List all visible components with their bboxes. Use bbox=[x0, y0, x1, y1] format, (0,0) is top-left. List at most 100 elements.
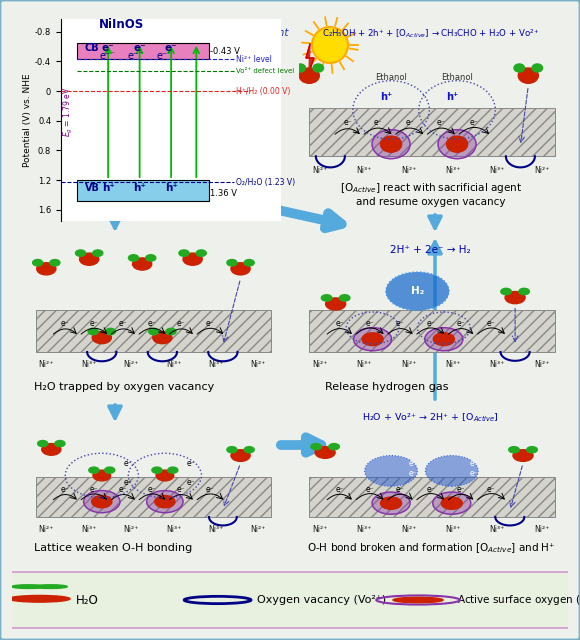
Circle shape bbox=[155, 495, 175, 508]
Text: Visible light: Visible light bbox=[228, 28, 288, 38]
Circle shape bbox=[386, 272, 449, 310]
Circle shape bbox=[42, 444, 61, 455]
Text: Ethanol: Ethanol bbox=[441, 73, 473, 82]
Text: ⁻: ⁻ bbox=[166, 51, 171, 57]
Text: e⁻: e⁻ bbox=[335, 319, 344, 328]
Circle shape bbox=[532, 64, 543, 72]
Circle shape bbox=[505, 292, 525, 304]
Text: e⁻: e⁻ bbox=[343, 118, 352, 127]
Text: e⁻: e⁻ bbox=[102, 44, 114, 54]
Text: e⁻: e⁻ bbox=[148, 485, 157, 494]
Text: Ni²⁺: Ni²⁺ bbox=[534, 360, 549, 369]
Text: Ni²⁺: Ni²⁺ bbox=[401, 360, 416, 369]
Text: e⁻: e⁻ bbox=[206, 319, 215, 328]
Text: Ni³⁺: Ni³⁺ bbox=[208, 360, 223, 369]
Text: H₂O + Vo²⁺ → 2H⁺ + [O$_{Active}$]: H₂O + Vo²⁺ → 2H⁺ + [O$_{Active}$] bbox=[362, 411, 499, 424]
Bar bbox=[309, 477, 554, 517]
Text: Ni²⁺: Ni²⁺ bbox=[312, 525, 328, 534]
Circle shape bbox=[501, 288, 512, 294]
Text: Ni²⁺: Ni²⁺ bbox=[39, 360, 54, 369]
Text: e⁻: e⁻ bbox=[470, 118, 478, 127]
Circle shape bbox=[312, 27, 348, 63]
Text: H₂O trapped by oxygen vacancy: H₂O trapped by oxygen vacancy bbox=[34, 382, 214, 392]
Text: e⁻: e⁻ bbox=[396, 319, 405, 328]
Text: Ni²⁺ level: Ni²⁺ level bbox=[235, 55, 271, 64]
Circle shape bbox=[393, 597, 443, 603]
Circle shape bbox=[354, 328, 392, 351]
Text: e⁻: e⁻ bbox=[470, 459, 478, 468]
Circle shape bbox=[372, 130, 410, 159]
Text: e⁻: e⁻ bbox=[124, 460, 132, 468]
Text: e⁻: e⁻ bbox=[426, 485, 435, 494]
Text: O-H bond broken and formation [O$_{Active}$] and H⁺: O-H bond broken and formation [O$_{Activ… bbox=[307, 541, 555, 555]
Text: e⁻: e⁻ bbox=[90, 485, 99, 494]
Text: Ni²⁺: Ni²⁺ bbox=[401, 525, 416, 534]
Circle shape bbox=[88, 328, 98, 335]
Text: e⁻: e⁻ bbox=[187, 460, 195, 468]
Text: H⁺/H₂ (0.00 V): H⁺/H₂ (0.00 V) bbox=[235, 86, 290, 95]
Text: Ni³⁺: Ni³⁺ bbox=[166, 525, 181, 534]
Circle shape bbox=[38, 440, 48, 447]
Text: Ni³⁺: Ni³⁺ bbox=[166, 360, 181, 369]
Text: 2H⁺ + 2e⁻ → H₂: 2H⁺ + 2e⁻ → H₂ bbox=[390, 244, 471, 255]
Text: Ni²⁺: Ni²⁺ bbox=[124, 525, 139, 534]
Circle shape bbox=[179, 250, 189, 256]
Text: e⁻: e⁻ bbox=[119, 485, 128, 494]
Circle shape bbox=[311, 444, 321, 450]
Circle shape bbox=[365, 456, 418, 486]
Circle shape bbox=[34, 585, 67, 588]
Circle shape bbox=[441, 497, 462, 509]
Circle shape bbox=[313, 64, 324, 72]
Text: e⁻: e⁻ bbox=[177, 319, 186, 328]
Text: Ni³⁺: Ni³⁺ bbox=[445, 166, 461, 175]
Text: e⁻: e⁻ bbox=[156, 51, 167, 61]
Circle shape bbox=[380, 497, 401, 509]
Text: ⁻: ⁻ bbox=[110, 51, 114, 57]
Circle shape bbox=[89, 467, 99, 473]
Circle shape bbox=[321, 294, 332, 301]
Text: Ni³⁺: Ni³⁺ bbox=[357, 166, 372, 175]
Text: Ni³⁺: Ni³⁺ bbox=[490, 360, 505, 369]
Circle shape bbox=[93, 250, 103, 256]
Text: e⁻: e⁻ bbox=[456, 485, 465, 494]
Circle shape bbox=[315, 447, 335, 458]
Text: Ni³⁺: Ni³⁺ bbox=[81, 525, 96, 534]
Text: C₂H₅OH + 2h⁺ + [O$_{Active}$] → CH₃CHO + H₂O + Vo²⁺: C₂H₅OH + 2h⁺ + [O$_{Active}$] → CH₃CHO +… bbox=[322, 28, 539, 40]
Circle shape bbox=[156, 470, 173, 481]
Text: Ni³⁺: Ni³⁺ bbox=[357, 360, 372, 369]
Polygon shape bbox=[306, 44, 314, 72]
Bar bbox=[77, 180, 209, 201]
Text: e⁻: e⁻ bbox=[124, 477, 132, 487]
Text: e⁻: e⁻ bbox=[365, 485, 374, 494]
Circle shape bbox=[325, 298, 346, 310]
Circle shape bbox=[519, 68, 538, 83]
Text: e⁻: e⁻ bbox=[90, 319, 99, 328]
Text: Ni³⁺: Ni³⁺ bbox=[445, 360, 461, 369]
Bar bbox=[36, 310, 271, 352]
Circle shape bbox=[380, 136, 401, 152]
Circle shape bbox=[295, 64, 306, 72]
Text: e⁻: e⁻ bbox=[374, 118, 382, 127]
Circle shape bbox=[105, 467, 115, 473]
Text: Ni³⁺: Ni³⁺ bbox=[357, 525, 372, 534]
Text: e⁻: e⁻ bbox=[99, 51, 111, 61]
Text: Ni²⁺: Ni²⁺ bbox=[401, 166, 416, 175]
Circle shape bbox=[55, 440, 65, 447]
Text: H₂O: H₂O bbox=[75, 593, 99, 607]
Text: e⁻: e⁻ bbox=[456, 319, 465, 328]
Text: NiInOS: NiInOS bbox=[99, 18, 144, 31]
Circle shape bbox=[183, 253, 202, 265]
Text: e⁻: e⁻ bbox=[487, 319, 496, 328]
Text: CB: CB bbox=[85, 44, 99, 54]
Circle shape bbox=[372, 492, 410, 514]
Text: Ni³⁺: Ni³⁺ bbox=[81, 360, 96, 369]
Circle shape bbox=[299, 68, 319, 83]
Text: O₂/H₂O (1.23 V): O₂/H₂O (1.23 V) bbox=[235, 178, 295, 187]
Circle shape bbox=[50, 260, 60, 266]
Text: e⁻: e⁻ bbox=[365, 319, 374, 328]
Text: e⁻: e⁻ bbox=[206, 485, 215, 494]
Text: Ni²⁺: Ni²⁺ bbox=[251, 525, 266, 534]
Circle shape bbox=[153, 332, 172, 344]
Text: [O$_{Active}$] react with sacrificial agent
and resume oxygen vacancy: [O$_{Active}$] react with sacrificial ag… bbox=[340, 181, 521, 207]
Text: ⁻: ⁻ bbox=[139, 51, 142, 57]
